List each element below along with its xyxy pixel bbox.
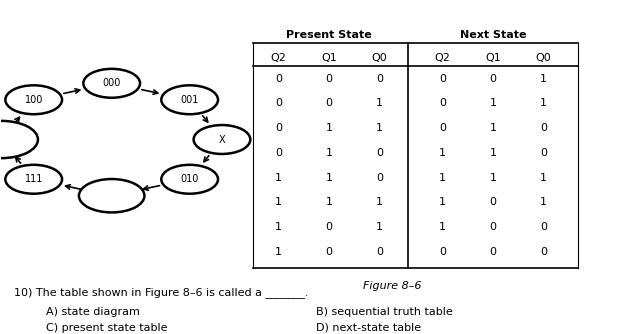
Text: 1: 1	[325, 173, 332, 183]
Text: A) state diagram: A) state diagram	[46, 307, 139, 317]
Circle shape	[0, 121, 38, 158]
Text: 1: 1	[275, 222, 282, 232]
Text: Figure 8–6: Figure 8–6	[363, 281, 422, 291]
Text: 1: 1	[376, 222, 383, 232]
Text: 0: 0	[376, 148, 383, 158]
Text: 1: 1	[439, 222, 446, 232]
Text: Q2: Q2	[435, 53, 451, 63]
Text: 0: 0	[540, 247, 547, 257]
Text: 0: 0	[275, 74, 282, 84]
Text: X: X	[218, 135, 225, 145]
Text: B) sequential truth table: B) sequential truth table	[316, 307, 453, 317]
Text: 0: 0	[325, 74, 332, 84]
Text: 1: 1	[489, 99, 496, 109]
Text: Q1: Q1	[485, 53, 501, 63]
Text: 0: 0	[439, 74, 446, 84]
Text: Q1: Q1	[321, 53, 337, 63]
Text: 1: 1	[275, 197, 282, 207]
Text: 1: 1	[439, 197, 446, 207]
Text: 10) The table shown in Figure 8–6 is called a _______.: 10) The table shown in Figure 8–6 is cal…	[14, 287, 308, 298]
Text: 0: 0	[489, 197, 496, 207]
Text: 0: 0	[489, 222, 496, 232]
Text: 0: 0	[439, 99, 446, 109]
Text: 0: 0	[540, 222, 547, 232]
Text: 010: 010	[180, 174, 199, 184]
Circle shape	[5, 85, 62, 114]
Text: 0: 0	[275, 148, 282, 158]
Text: 1: 1	[376, 123, 383, 133]
Text: 1: 1	[325, 123, 332, 133]
Text: Next State: Next State	[460, 30, 526, 40]
Circle shape	[84, 69, 140, 98]
Text: 001: 001	[180, 95, 199, 105]
Text: 1: 1	[376, 99, 383, 109]
Text: 0: 0	[489, 74, 496, 84]
Text: 1: 1	[489, 123, 496, 133]
Text: 0: 0	[489, 247, 496, 257]
Text: Present State: Present State	[286, 30, 372, 40]
Text: 100: 100	[25, 95, 43, 105]
Text: 1: 1	[540, 74, 547, 84]
Text: 0: 0	[376, 247, 383, 257]
Text: 1: 1	[439, 148, 446, 158]
Text: 0: 0	[325, 247, 332, 257]
Text: 1: 1	[376, 197, 383, 207]
Text: 1: 1	[325, 148, 332, 158]
Text: 0: 0	[540, 123, 547, 133]
Text: 0: 0	[439, 123, 446, 133]
Text: 1: 1	[540, 99, 547, 109]
Text: Q2: Q2	[271, 53, 287, 63]
Circle shape	[161, 85, 218, 114]
Text: 0: 0	[376, 74, 383, 84]
Circle shape	[79, 179, 144, 212]
Text: 1: 1	[489, 173, 496, 183]
Text: 0: 0	[439, 247, 446, 257]
Text: Q0: Q0	[372, 53, 387, 63]
Text: 111: 111	[25, 174, 43, 184]
Text: 0: 0	[275, 99, 282, 109]
Text: 1: 1	[325, 197, 332, 207]
Text: D) next-state table: D) next-state table	[316, 323, 422, 333]
Circle shape	[194, 125, 250, 154]
Text: 1: 1	[489, 148, 496, 158]
Text: C) present state table: C) present state table	[46, 323, 167, 333]
Text: Q0: Q0	[536, 53, 551, 63]
Text: 1: 1	[275, 247, 282, 257]
Text: 0: 0	[540, 148, 547, 158]
Text: 1: 1	[540, 197, 547, 207]
Text: 0: 0	[376, 173, 383, 183]
Text: 0: 0	[325, 222, 332, 232]
Text: 1: 1	[275, 173, 282, 183]
Circle shape	[5, 165, 62, 194]
Text: 0: 0	[275, 123, 282, 133]
Text: 000: 000	[103, 78, 121, 88]
Text: 1: 1	[439, 173, 446, 183]
Text: 0: 0	[325, 99, 332, 109]
Text: 1: 1	[540, 173, 547, 183]
Circle shape	[161, 165, 218, 194]
